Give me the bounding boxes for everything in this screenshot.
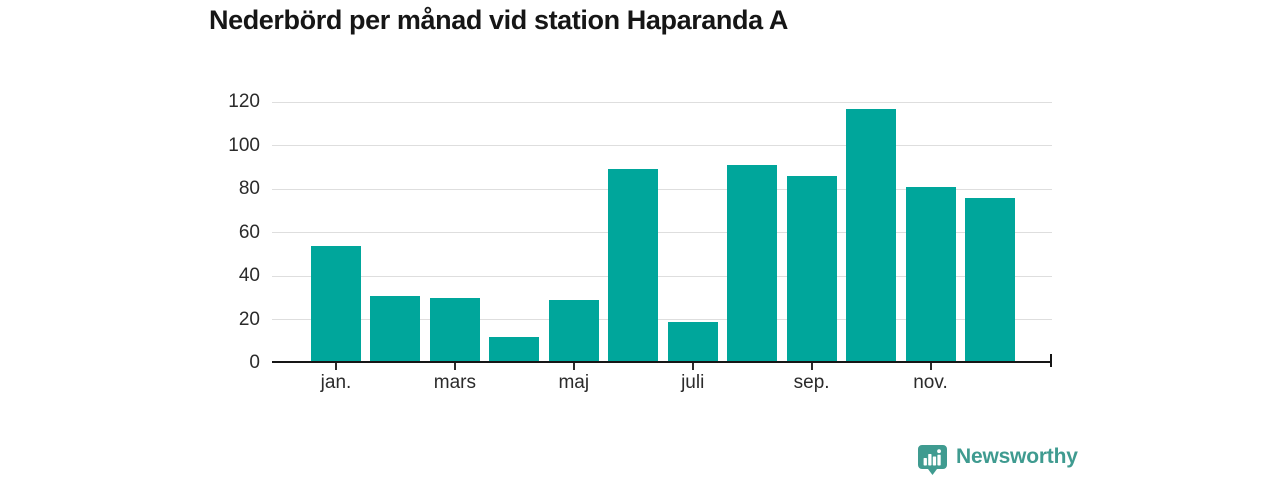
- bar-02: [370, 295, 421, 363]
- gridline-y-40: [272, 275, 1052, 277]
- bar-06: [608, 169, 659, 363]
- gridline-y-80: [272, 188, 1052, 190]
- chart-title: Nederbörd per månad vid station Haparand…: [209, 5, 788, 35]
- bar-04: [489, 336, 540, 363]
- y-tick-label-120: 120: [228, 91, 260, 112]
- x-tick-label-mars: mars: [433, 372, 477, 393]
- x-tick-label-juli: juli: [681, 372, 705, 393]
- y-tick-label-60: 60: [238, 221, 260, 243]
- bar-01: [311, 245, 361, 363]
- x-tick-nov: [929, 363, 932, 370]
- x-tick-label-sep: sep.: [793, 372, 830, 393]
- bar-08: [727, 165, 778, 363]
- y-tick-label-20: 20: [238, 308, 260, 330]
- bar-03: [429, 297, 480, 363]
- gridline-y-100: [272, 145, 1052, 146]
- y-tick-label-40: 40: [238, 265, 260, 286]
- x-axis-end-tick: [1050, 354, 1052, 367]
- gridline-y-60: [272, 232, 1052, 233]
- x-tick-label-nov: nov.: [913, 372, 948, 393]
- x-tick-mars: [453, 363, 456, 370]
- x-tick-jan: [335, 363, 337, 370]
- bar-12: [964, 197, 1015, 363]
- y-tick-label-0: 0: [249, 352, 260, 373]
- y-tick-label-80: 80: [238, 178, 260, 199]
- newsworthy-bar-chart-bubble-icon: [917, 444, 948, 476]
- bar-11: [905, 186, 956, 363]
- x-tick-juli: [691, 363, 694, 370]
- x-tick-label-jan: jan.: [320, 372, 352, 393]
- plot-area: 0 20 40 60 80 100 120 jan. mars maj juli sep. nov.: [228, 91, 1052, 393]
- x-tick-sep: [810, 363, 813, 370]
- newsworthy-logo-text: Newsworthy: [956, 445, 1078, 468]
- bar-05: [548, 299, 599, 363]
- y-tick-label-100: 100: [228, 134, 260, 156]
- bar-09: [786, 175, 837, 363]
- bar-10: [846, 108, 897, 363]
- bar-07: [667, 321, 718, 363]
- x-tick-maj: [572, 363, 575, 370]
- gridline-y-120: [272, 101, 1052, 103]
- gridline-y-20: [272, 319, 1052, 320]
- newsworthy-logo: Newsworthy: [917, 444, 1078, 476]
- x-axis-line: [272, 361, 1052, 363]
- x-tick-label-maj: maj: [558, 372, 590, 393]
